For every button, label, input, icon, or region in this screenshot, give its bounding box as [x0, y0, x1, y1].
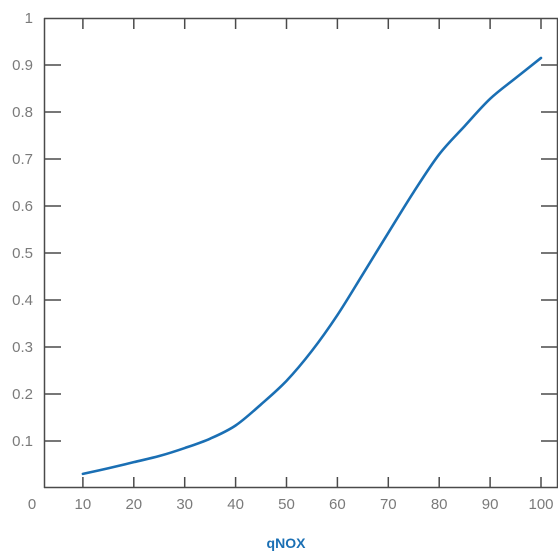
x-axis-label: qNOX [267, 535, 307, 551]
y-tick-label: 0.3 [12, 339, 33, 356]
x-tick-label: 40 [227, 496, 244, 513]
y-tick-label: 1 [25, 10, 33, 27]
chart-series [81, 56, 543, 476]
chart-tick-labels: 0 10 20 30 40 50 60 70 80 90 100 0.1 0.2 0.3 0.4 0.5 0.6… [12, 10, 553, 513]
x-tick-label: 0 [28, 496, 36, 513]
y-tick-label: 0.2 [12, 386, 33, 403]
x-tick-label: 20 [125, 496, 142, 513]
chart-ticks [44, 18, 558, 488]
x-tick-label: 100 [528, 496, 553, 513]
y-tick-label: 0.4 [12, 292, 33, 309]
x-tick-label: 10 [75, 496, 92, 513]
x-tick-label: 50 [278, 496, 295, 513]
y-tick-label: 0.7 [12, 151, 33, 168]
y-tick-label: 0.5 [12, 245, 33, 262]
x-tick-label: 30 [176, 496, 193, 513]
x-tick-label: 60 [329, 496, 346, 513]
series-line [81, 56, 543, 476]
y-tick-label: 0.9 [12, 57, 33, 74]
x-tick-label: 90 [482, 496, 499, 513]
x-tick-label: 70 [380, 496, 397, 513]
y-tick-label: 0.8 [12, 104, 33, 121]
x-tick-label: 80 [431, 496, 448, 513]
chart-axes [43, 17, 558, 489]
y-tick-label: 0.1 [12, 433, 33, 450]
y-tick-label: 0.6 [12, 198, 33, 215]
